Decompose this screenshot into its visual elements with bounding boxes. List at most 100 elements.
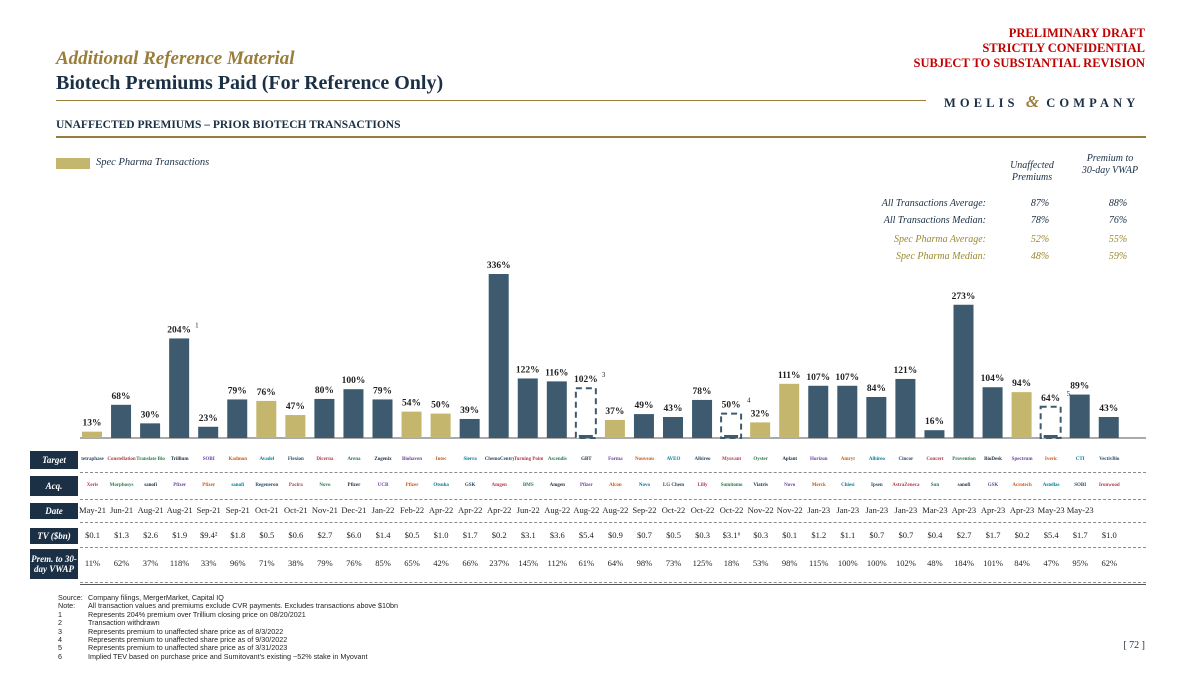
- bar: [140, 423, 161, 438]
- bar-value-label: 32%: [751, 409, 770, 419]
- stats-unaffected-value: 78%: [1030, 215, 1050, 226]
- bar-withdrawn-base: [578, 435, 593, 438]
- target-logo: tetraphase: [81, 457, 104, 462]
- target-logo: Oyster: [753, 457, 768, 462]
- target-logo: Biohaven: [402, 457, 423, 462]
- table-cell-date: Feb-22: [400, 505, 425, 515]
- target-logo: CTI: [1075, 457, 1085, 462]
- table-cell-tv: $9.4²: [199, 530, 218, 540]
- table-cell-date: Jan-23: [807, 505, 831, 515]
- bar: [720, 412, 743, 440]
- bar: [314, 398, 335, 438]
- acquirer-logo: Pfizer: [202, 483, 216, 488]
- table-cell-date: Aug-22: [573, 505, 600, 515]
- bar-value-label: 50%: [431, 401, 450, 411]
- table-cell-tv: $0.9: [607, 530, 623, 540]
- table-cell-prem: 85%: [375, 558, 391, 568]
- table-cell-tv: $0.2: [491, 530, 507, 540]
- table-cell-prem: 53%: [752, 558, 769, 568]
- target-logo: Concert: [926, 457, 944, 462]
- table-cell-tv: $1.8: [230, 530, 246, 540]
- table-cell-tv: $0.2: [1014, 530, 1030, 540]
- stats-col-vwap: Premium to 30-day VWAP: [1081, 153, 1139, 176]
- bar: [692, 399, 713, 438]
- stats-unaffected-value: 48%: [1030, 251, 1050, 262]
- draft-line-3: SUBJECT TO SUBSTANTIAL REVISION: [913, 56, 1145, 70]
- bar: [953, 304, 974, 438]
- table-cell-date: Sep-21: [225, 505, 250, 515]
- table-cell-tv: $0.3: [695, 530, 710, 540]
- bar: [169, 338, 190, 438]
- table-cell-date: Aug-21: [166, 505, 193, 515]
- footnote-key: Source:: [58, 593, 83, 602]
- bar-value-label: 50%: [722, 401, 741, 411]
- row-divider: [80, 472, 1146, 473]
- acquirer-logo: Sumitomo: [720, 483, 743, 488]
- table-cell-prem: 76%: [346, 558, 362, 568]
- bar-value-label: 121%: [894, 366, 918, 376]
- footnote: 5 Represents premium to unaffected share …: [58, 644, 398, 653]
- table-cell-date: Nov-22: [747, 505, 774, 515]
- target-logo: Forma: [608, 457, 623, 462]
- table-cell-tv: $1.0: [433, 530, 449, 540]
- table-cell-tv: $0.5: [404, 530, 420, 540]
- table-cell-date: Apr-23: [951, 505, 977, 515]
- bar-value-label: 43%: [664, 404, 683, 414]
- table-cell-prem: 79%: [317, 558, 333, 568]
- table-cell-date: Aug-22: [602, 505, 629, 515]
- acquirer-logo: Pfizer: [405, 483, 419, 488]
- table-cell-prem: 118%: [169, 558, 190, 568]
- acquirer-logo: GSK: [464, 483, 476, 488]
- bar-value-label: 78%: [693, 387, 712, 397]
- acquirer-logo: sanofi: [144, 483, 157, 488]
- bar-value-label: 39%: [460, 406, 479, 416]
- stats-unaffected-value: 52%: [1030, 234, 1050, 245]
- header-rule: [56, 100, 926, 101]
- table-cell-prem: 33%: [200, 558, 217, 568]
- bar-value-label: 47%: [286, 402, 305, 412]
- acquirer-logo: Acrotech: [1012, 483, 1032, 488]
- table-cell-prem: 64%: [607, 558, 624, 568]
- table-cell-tv: $1.3: [114, 530, 129, 540]
- acquirer-logo: BMS: [522, 483, 534, 488]
- table-cell-prem: 102%: [895, 558, 916, 568]
- table-cell-tv: $5.4: [578, 530, 594, 540]
- bar-footnote-mark: 5: [1067, 390, 1071, 398]
- table-cell-date: Oct-22: [661, 505, 686, 515]
- stats-row-label: Spec Pharma Average:: [893, 234, 986, 245]
- stats-vwap-value: 88%: [1108, 198, 1128, 209]
- acquirer-logo: Novo: [638, 483, 650, 488]
- bar: [633, 414, 654, 438]
- page-title: Biotech Premiums Paid (For Reference Onl…: [56, 72, 444, 94]
- bar-withdrawn-base: [1043, 435, 1058, 438]
- table-cell-date: May-21: [79, 505, 106, 515]
- acquirer-logo: UCB: [377, 483, 389, 488]
- table-cell-tv: $1.0: [1101, 530, 1117, 540]
- draft-line-2: STRICTLY CONFIDENTIAL: [982, 41, 1145, 55]
- acquirer-logo: Pfizer: [579, 483, 593, 488]
- table-cell-date: Aug-22: [544, 505, 571, 515]
- legend-swatch-spec-pharma: [56, 158, 90, 169]
- table-cell-tv: $3.1: [520, 530, 536, 540]
- table-cell-tv: $1.7: [1072, 530, 1088, 540]
- bar-value-label: 104%: [981, 374, 1005, 384]
- acquirer-logo: Morphosys: [109, 483, 134, 488]
- table-cell-tv: $1.2: [811, 530, 827, 540]
- table-cell-date: Dec-21: [341, 505, 367, 515]
- target-logo: Albireo: [868, 457, 885, 462]
- table-cell-tv: $5.4: [1043, 530, 1059, 540]
- bar-value-label: 94%: [1012, 379, 1031, 389]
- bar: [663, 417, 683, 438]
- bar-value-label: 273%: [952, 292, 976, 302]
- bar: [517, 378, 538, 438]
- bar-value-label: 49%: [634, 401, 653, 411]
- bar: [924, 430, 945, 438]
- bar-value-label: 107%: [806, 373, 830, 383]
- target-logo: Amryt: [840, 457, 855, 462]
- stats-vwap-value: 59%: [1108, 251, 1128, 262]
- acquirer-logo: Regeneron: [255, 483, 279, 488]
- acquirer-logo: SOBI: [1074, 483, 1087, 488]
- table-cell-date: Apr-23: [980, 505, 1006, 515]
- bar-value-label: 80%: [315, 386, 334, 396]
- stats-row-label: All Transactions Average:: [881, 198, 986, 209]
